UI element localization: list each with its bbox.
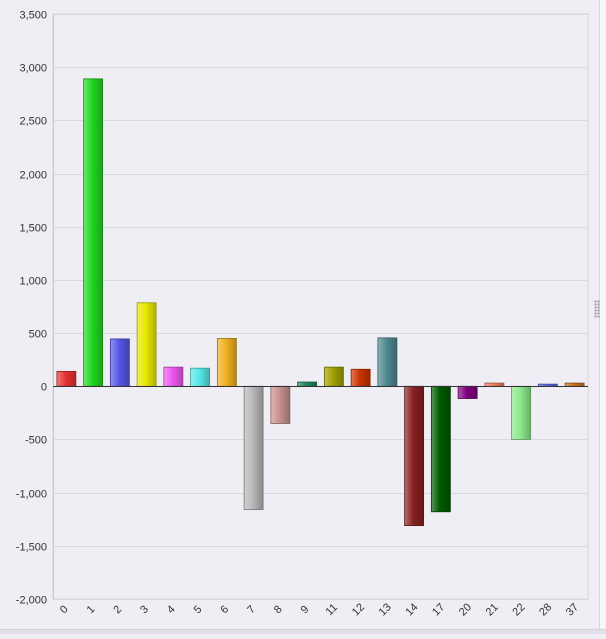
y-tick-label: 2,500 [19,116,47,128]
x-tick-labels: 0 1 2 3 4 5 6 7 8 9 11 12 13 14 17 20 21 22 28 37 [58,601,581,618]
x-tick-label: 0 [58,603,71,616]
bar-28[interactable] [537,383,558,387]
y-tick-label: -1,000 [16,489,47,501]
bar-17[interactable] [430,385,451,513]
bar-1[interactable] [83,78,104,387]
x-tick-label: 37 [564,601,581,618]
x-tick-label: 17 [430,601,447,618]
x-tick-label: 1 [85,603,98,616]
chart-bottom-border [0,629,606,634]
bar-2[interactable] [109,338,130,387]
x-tick-label: 2 [111,603,124,616]
y-tick-label: -500 [25,435,47,447]
y-tick-label: 500 [29,329,47,341]
bar-6[interactable] [216,338,237,387]
grid-lines [52,13,589,600]
x-tick-label: 12 [350,601,367,618]
y-tick-label: -2,000 [16,595,47,607]
bar-3[interactable] [136,302,157,387]
y-tick-label: 3,500 [19,10,47,22]
x-tick-label: 22 [510,601,527,618]
bar-21[interactable] [484,382,505,387]
x-tick-label: 11 [323,602,340,619]
y-tick-label: 0 [41,382,47,394]
y-tick-label: -1,500 [16,542,47,554]
bar-9[interactable] [297,381,318,387]
bar-7[interactable] [243,385,264,511]
plot-area-border [52,13,589,600]
x-tick-label: 13 [377,601,394,618]
bar-20[interactable] [457,385,478,399]
y-tick-labels: -2,000 -1,500 -1,000 -500 0 500 1,000 1,500 2,00… [16,10,47,607]
bar-14[interactable] [404,385,425,527]
x-tick-label: 3 [138,603,151,616]
x-tick-label: 21 [484,601,501,618]
bar-11[interactable] [323,366,344,387]
bar-13[interactable] [377,337,398,387]
bar-37[interactable] [564,382,585,387]
bar-22[interactable] [511,385,532,440]
bar-0[interactable] [56,370,77,387]
bar-5[interactable] [190,367,211,387]
bars [56,78,585,527]
bar-8[interactable] [270,385,291,424]
x-tick-label: 4 [165,603,178,616]
bar-4[interactable] [163,366,184,387]
x-tick-label: 9 [299,603,312,616]
x-tick-label: 5 [192,603,205,616]
chart-right-border [599,0,606,634]
y-tick-label: 1,500 [19,223,47,235]
x-tick-label: 28 [537,601,554,618]
x-tick-label: 8 [272,603,285,616]
y-tick-label: 3,000 [19,63,47,75]
x-tick-label: 14 [403,601,420,618]
bar-12[interactable] [350,368,371,387]
x-tick-label: 6 [218,603,231,616]
x-tick-label: 20 [457,601,474,618]
resize-grip-icon[interactable] [594,300,600,318]
axes [53,14,588,599]
x-tick-label: 7 [245,603,258,616]
y-tick-label: 1,000 [19,276,47,288]
y-tick-label: 2,000 [19,170,47,182]
